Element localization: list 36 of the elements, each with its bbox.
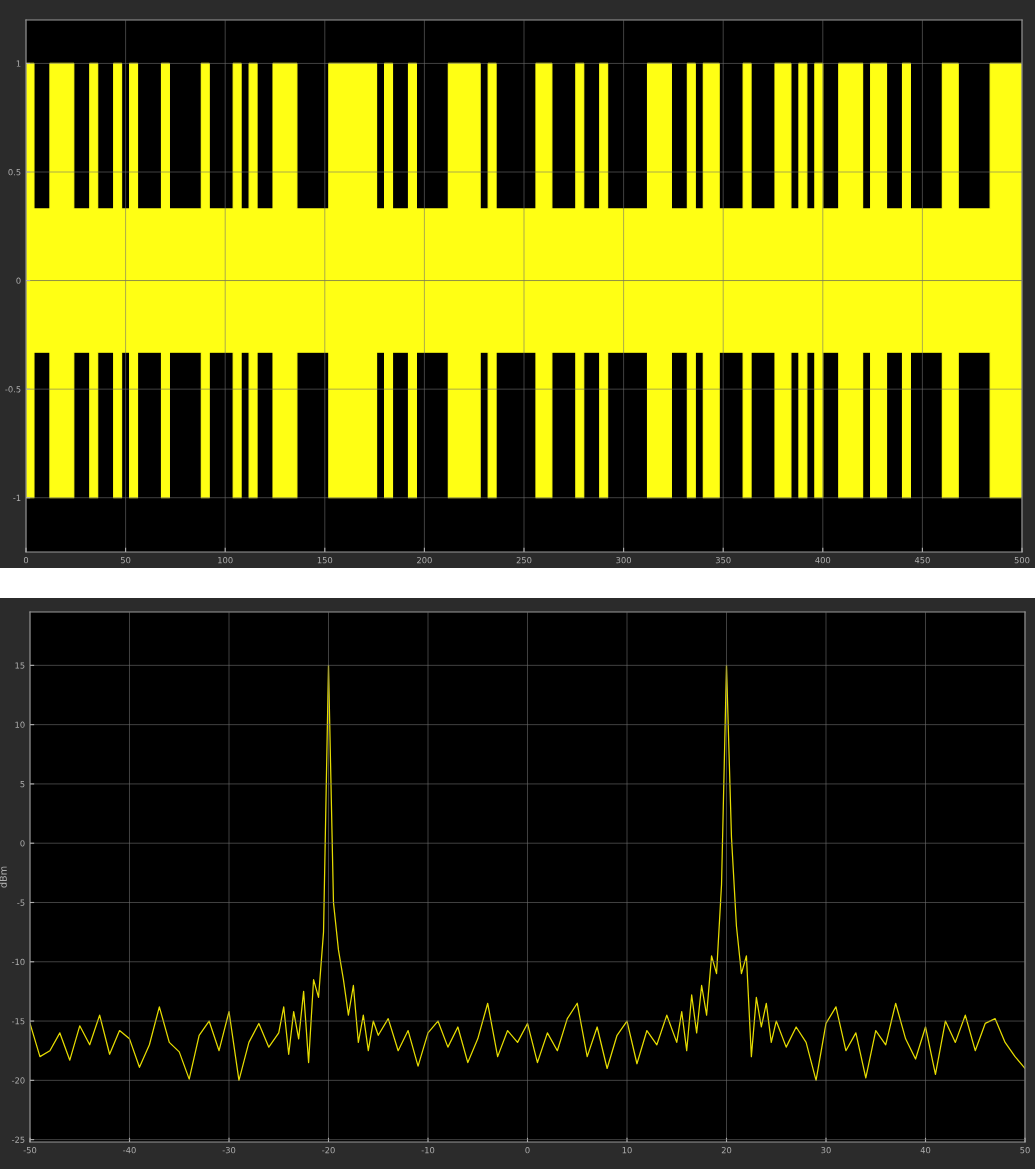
y-tick-label: 15 xyxy=(15,662,25,669)
x-tick-label: -30 xyxy=(222,1147,236,1154)
x-tick-label: 500 xyxy=(1014,557,1030,564)
y-tick-label: -10 xyxy=(11,958,25,966)
x-tick-label: 100 xyxy=(218,557,233,564)
y-tick-label: -5 xyxy=(17,899,25,906)
x-tick-label: 450 xyxy=(914,557,930,564)
x-tick-label: -50 xyxy=(23,1147,37,1154)
x-tick-label: -20 xyxy=(322,1147,335,1154)
y-tick-label: -0.5 xyxy=(5,386,21,393)
x-tick-label: 50 xyxy=(120,557,131,564)
x-tick-label: 300 xyxy=(616,557,631,564)
x-tick-label: 200 xyxy=(417,557,432,564)
x-tick-label: 400 xyxy=(815,557,831,564)
y-tick-label: 0 xyxy=(16,277,21,284)
y-tick-label: -20 xyxy=(11,1077,25,1084)
y-tick-label: 10 xyxy=(15,721,25,728)
x-tick-label: 40 xyxy=(920,1147,931,1154)
x-tick-label: 350 xyxy=(715,557,731,564)
y-tick-label: 0.5 xyxy=(8,168,21,176)
x-tick-label: -10 xyxy=(421,1147,435,1154)
x-tick-label: 30 xyxy=(821,1147,831,1154)
y-tick-label: -15 xyxy=(11,1018,25,1025)
y-tick-label: -25 xyxy=(11,1136,25,1143)
y-tick-label: -1 xyxy=(13,494,21,501)
y-tick-label: 1 xyxy=(16,60,21,67)
y-axis-title: dBm xyxy=(0,866,7,888)
x-tick-label: 10 xyxy=(622,1147,632,1154)
y-tick-label: 0 xyxy=(20,840,25,847)
x-tick-label: 0 xyxy=(525,1147,530,1154)
x-tick-label: 50 xyxy=(1020,1147,1030,1154)
y-tick-label: 5 xyxy=(20,781,25,788)
x-tick-label: 150 xyxy=(317,557,333,564)
x-tick-label: -40 xyxy=(123,1147,136,1154)
x-tick-label: 250 xyxy=(516,557,532,564)
x-tick-label: 20 xyxy=(721,1147,732,1154)
